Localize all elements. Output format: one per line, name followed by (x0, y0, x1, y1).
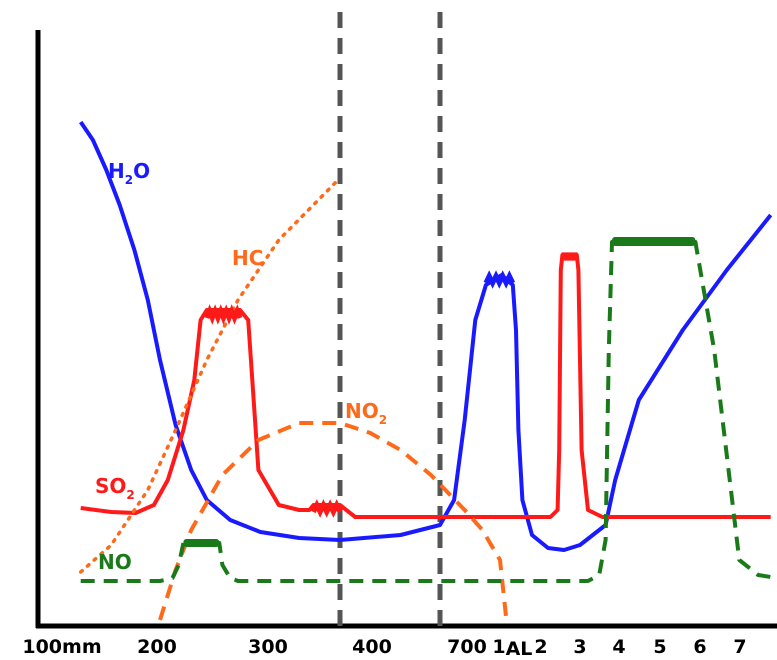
x-tick-label: 1 (492, 636, 505, 658)
x-tick-label: 2 (534, 636, 547, 658)
series-label-hc: HC (232, 246, 263, 270)
series-label-main: SO (95, 474, 126, 498)
x-tick-label: 6 (693, 636, 706, 658)
series-no2-line (158, 421, 509, 621)
x-tick-label: 5 (653, 636, 666, 658)
peak-caps (183, 237, 696, 547)
so2-cap-2 (311, 499, 343, 518)
series-label-end: O (133, 159, 150, 183)
series-label-sub: 2 (126, 488, 134, 502)
x-tick-label: 300 (248, 636, 288, 658)
x-tick-label: 200 (137, 636, 177, 658)
series-label-h2o: H2O (108, 159, 150, 187)
x-tick-label: 7 (733, 636, 746, 658)
series-no-line (80, 240, 772, 583)
series-h2o-line (79, 120, 773, 552)
series-label-sub: 2 (125, 173, 133, 187)
x-tick-label: 700 (447, 636, 487, 658)
series-label-main: H (108, 159, 125, 183)
so2-cap-1 (204, 304, 243, 325)
series-so2-line (80, 253, 771, 519)
series-label-no2: NO2 (345, 399, 387, 427)
h2o-cap-1 (483, 270, 516, 289)
axes (35, 30, 777, 629)
no-cap-1 (183, 539, 220, 547)
series-label-sub: 2 (379, 413, 387, 427)
no-cap-2 (612, 237, 696, 246)
series-label-main: NO (345, 399, 379, 423)
x-tick-labels: 100mm 200 300 400 700 1 AL 2 3 4 5 6 7 (22, 636, 746, 660)
x-tick-label: 100mm (22, 636, 101, 658)
x-tick-label: 4 (612, 636, 625, 658)
so2-cap-3 (559, 252, 580, 261)
series-label-no: NO (98, 550, 132, 574)
series-label-so2: SO2 (95, 474, 135, 502)
x-tick-label: AL (506, 638, 533, 660)
x-tick-label: 400 (352, 636, 392, 658)
x-tick-label: 3 (573, 636, 586, 658)
series-label-main: NO (98, 550, 132, 574)
series-label-main: HC (232, 246, 263, 270)
series-hc-line (78, 176, 342, 574)
